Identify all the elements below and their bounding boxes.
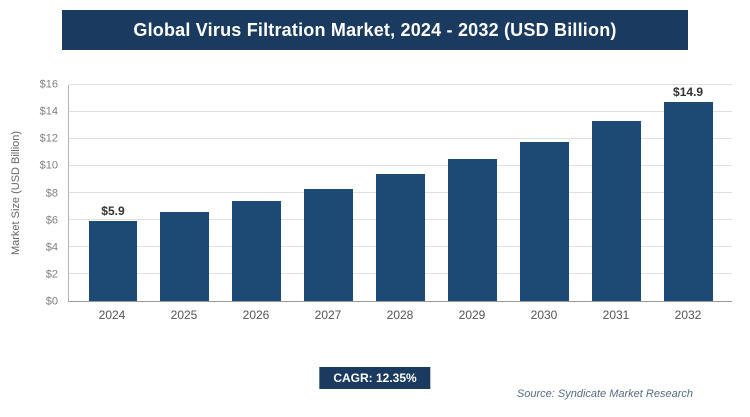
gridline [69, 165, 732, 166]
x-tick-label: 2031 [602, 308, 630, 322]
y-axis-title: Market Size (USD Billion) [10, 130, 22, 256]
bar-slot [221, 85, 293, 301]
y-tick-label: $4 [45, 241, 58, 254]
y-tick-label: $2 [45, 268, 58, 281]
bar-slot [293, 85, 365, 301]
x-tick-label: 2026 [242, 308, 270, 322]
bar-2030 [519, 141, 569, 301]
y-axis-ticks: $0 $2 $4 $6 $8 $10 $12 $14 $16 [26, 79, 62, 307]
gridline [69, 84, 732, 85]
bar-value-label: $14.9 [673, 85, 704, 99]
x-tick-label: 2024 [98, 308, 126, 322]
source-attribution: Source: Syndicate Market Research [516, 388, 693, 400]
bar-slot [436, 85, 508, 301]
bar-2027 [304, 188, 354, 301]
bar-slot [149, 85, 221, 301]
bar-slot: $5.9 [77, 85, 149, 301]
bar-2029 [447, 159, 497, 301]
y-tick-label: $14 [39, 105, 58, 118]
x-tick-label: 2032 [674, 308, 702, 322]
y-tick-label: $16 [39, 78, 58, 91]
bar-slot [580, 85, 652, 301]
x-tick-label: 2029 [458, 308, 486, 322]
cagr-label: CAGR: 12.35% [333, 371, 417, 385]
bar-2025 [160, 211, 210, 301]
chart-title-banner: Global Virus Filtration Market, 2024 - 2… [62, 10, 688, 50]
plot-area: $5.9 $14.9 [68, 84, 732, 302]
x-axis-labels: 2024 2025 2026 2027 2028 2029 2030 2031 2032 [68, 308, 732, 328]
bar-2028 [376, 174, 425, 301]
y-tick-label: $10 [39, 159, 58, 172]
bar-2032 [663, 102, 713, 301]
bar-2024 [88, 221, 138, 301]
x-tick-label: 2027 [314, 308, 342, 322]
y-tick-label: $8 [45, 187, 58, 199]
bar-slot [365, 85, 437, 301]
x-tick-label: 2030 [530, 308, 558, 322]
bar-2031 [591, 121, 641, 301]
y-tick-label: $6 [45, 214, 58, 227]
y-tick-label: $12 [39, 132, 58, 145]
gridline [69, 138, 732, 139]
chart-title: Global Virus Filtration Market, 2024 - 2… [133, 19, 617, 40]
gridline [69, 111, 732, 112]
bars: $5.9 $14.9 [69, 85, 732, 301]
bar-slot: $14.9 [652, 85, 724, 301]
x-tick-label: 2028 [386, 308, 414, 322]
y-tick-label: $0 [45, 295, 58, 308]
x-tick-label: 2025 [170, 308, 198, 322]
bar-slot [508, 85, 580, 301]
bar-value-label: $5.9 [101, 204, 125, 219]
bar-2026 [232, 201, 282, 301]
cagr-badge: CAGR: 12.35% [319, 367, 431, 389]
bar-chart: Market Size (USD Billion) $0 $2 $4 $6 $8 $10 $… [0, 62, 750, 347]
